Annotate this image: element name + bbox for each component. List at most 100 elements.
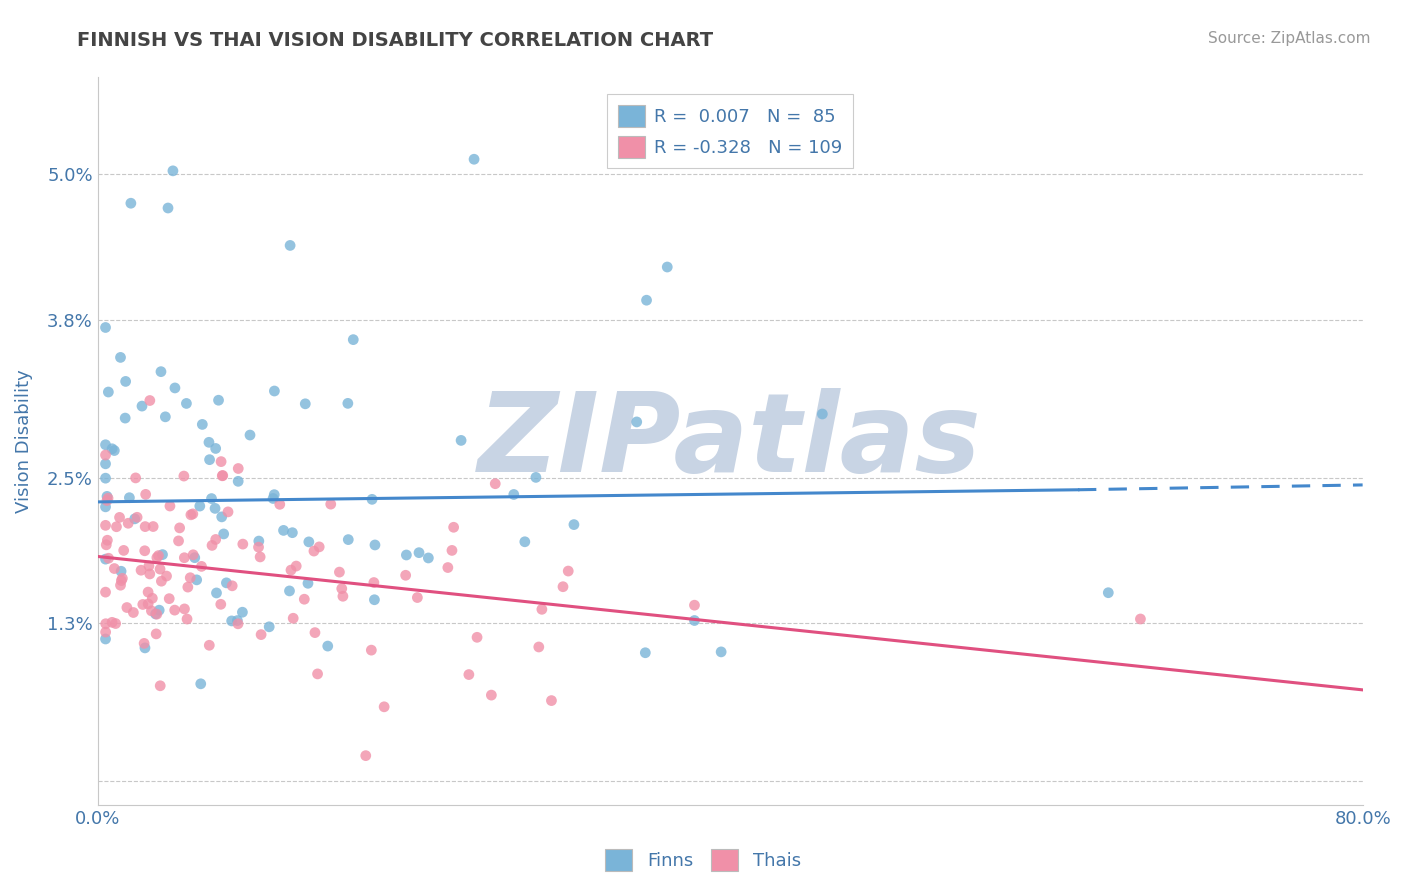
Point	[104, 616, 127, 631]
Point	[657, 260, 679, 274]
Point	[157, 591, 180, 606]
Point	[319, 497, 342, 511]
Point	[149, 562, 172, 576]
Point	[156, 201, 179, 215]
Point	[103, 561, 125, 575]
Point	[110, 574, 132, 588]
Point	[188, 499, 211, 513]
Point	[278, 238, 301, 252]
Point	[110, 578, 132, 592]
Point	[212, 527, 235, 541]
Point	[332, 589, 354, 603]
Point	[249, 549, 271, 564]
Point	[463, 153, 485, 167]
Point	[112, 543, 135, 558]
Point	[221, 579, 243, 593]
Point	[110, 351, 132, 365]
Point	[198, 638, 221, 652]
Point	[97, 384, 120, 399]
Point	[354, 748, 377, 763]
Point	[96, 538, 118, 552]
Point	[94, 500, 117, 514]
Point	[105, 520, 128, 534]
Y-axis label: Vision Disability: Vision Disability	[15, 369, 32, 513]
Point	[211, 468, 233, 483]
Point	[190, 677, 212, 691]
Point	[205, 586, 228, 600]
Point	[292, 592, 315, 607]
Point	[337, 533, 360, 547]
Point	[269, 497, 291, 511]
Point	[94, 438, 117, 452]
Point	[231, 605, 253, 619]
Point	[373, 699, 395, 714]
Point	[145, 607, 167, 621]
Point	[524, 470, 547, 484]
Point	[636, 293, 658, 308]
Point	[94, 585, 117, 599]
Point	[103, 443, 125, 458]
Point	[162, 164, 184, 178]
Point	[139, 393, 162, 408]
Point	[101, 615, 124, 630]
Point	[204, 442, 226, 456]
Point	[131, 399, 153, 413]
Point	[96, 493, 118, 508]
Point	[361, 492, 384, 507]
Point	[457, 667, 479, 681]
Point	[135, 487, 157, 501]
Point	[94, 552, 117, 566]
Point	[108, 510, 131, 524]
Point	[136, 597, 159, 611]
Point	[207, 393, 229, 408]
Point	[683, 598, 706, 612]
Point	[134, 519, 156, 533]
Point	[94, 457, 117, 471]
Point	[97, 551, 120, 566]
Point	[181, 507, 204, 521]
Point	[226, 475, 249, 489]
Point	[273, 524, 295, 538]
Point	[169, 521, 191, 535]
Point	[134, 640, 156, 655]
Point	[211, 509, 233, 524]
Point	[94, 448, 117, 462]
Point	[191, 417, 214, 432]
Point	[263, 384, 285, 398]
Point	[364, 538, 387, 552]
Point	[247, 540, 270, 554]
Point	[163, 603, 186, 617]
Point	[145, 627, 167, 641]
Point	[465, 630, 488, 644]
Point	[141, 604, 163, 618]
Point	[186, 573, 208, 587]
Point	[626, 415, 648, 429]
Point	[342, 333, 364, 347]
Point	[294, 397, 316, 411]
Point	[308, 540, 330, 554]
Point	[101, 442, 124, 456]
Point	[134, 543, 156, 558]
Point	[562, 517, 585, 532]
Point	[148, 549, 170, 563]
Point	[395, 568, 418, 582]
Point	[479, 688, 502, 702]
Point	[134, 636, 156, 650]
Point	[114, 375, 136, 389]
Point	[155, 569, 177, 583]
Point	[328, 565, 350, 579]
Point	[683, 614, 706, 628]
Point	[167, 533, 190, 548]
Point	[408, 546, 430, 560]
Point	[96, 489, 118, 503]
Point	[190, 559, 212, 574]
Point	[198, 435, 221, 450]
Point	[94, 616, 117, 631]
Point	[97, 491, 120, 506]
Point	[336, 396, 359, 410]
Point	[363, 575, 385, 590]
Point	[395, 548, 418, 562]
Point	[177, 580, 200, 594]
Point	[217, 505, 239, 519]
Point	[114, 411, 136, 425]
